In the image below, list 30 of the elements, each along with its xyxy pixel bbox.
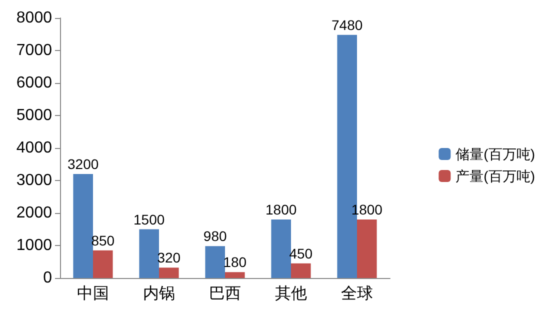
x-tick-label: 内锅	[143, 284, 175, 302]
x-tick-label: 其他	[275, 284, 307, 302]
y-tick-label: 6000	[16, 74, 52, 92]
y-tick-label: 3000	[16, 172, 52, 189]
bar	[139, 229, 159, 278]
bar	[93, 250, 113, 278]
y-tick-label: 8000	[16, 10, 52, 26]
bar	[225, 272, 245, 278]
y-tick-label: 1000	[16, 237, 52, 254]
y-tick-label: 4000	[16, 140, 52, 156]
data-label: 980	[203, 228, 227, 244]
data-label: 1800	[266, 202, 297, 218]
bar	[291, 263, 311, 278]
bar	[271, 220, 291, 278]
bar	[205, 246, 225, 278]
bar	[73, 174, 93, 278]
x-tick-label: 全球	[341, 284, 373, 302]
bar	[159, 268, 179, 278]
x-tick-label: 中国	[77, 284, 109, 302]
data-label: 3200	[68, 156, 99, 172]
legend-label: 产量(百万吨)	[456, 168, 536, 184]
x-tick-label: 巴西	[209, 286, 241, 302]
y-tick-label: 0	[43, 270, 52, 286]
data-label: 7480	[332, 16, 363, 33]
bar	[357, 220, 377, 278]
y-tick-label: 2000	[16, 204, 52, 222]
legend-label: 储量(百万吨)	[456, 146, 536, 162]
y-tick-label: 5000	[16, 107, 52, 124]
y-tick-label: 7000	[16, 42, 52, 59]
data-label: 1500	[134, 211, 165, 228]
